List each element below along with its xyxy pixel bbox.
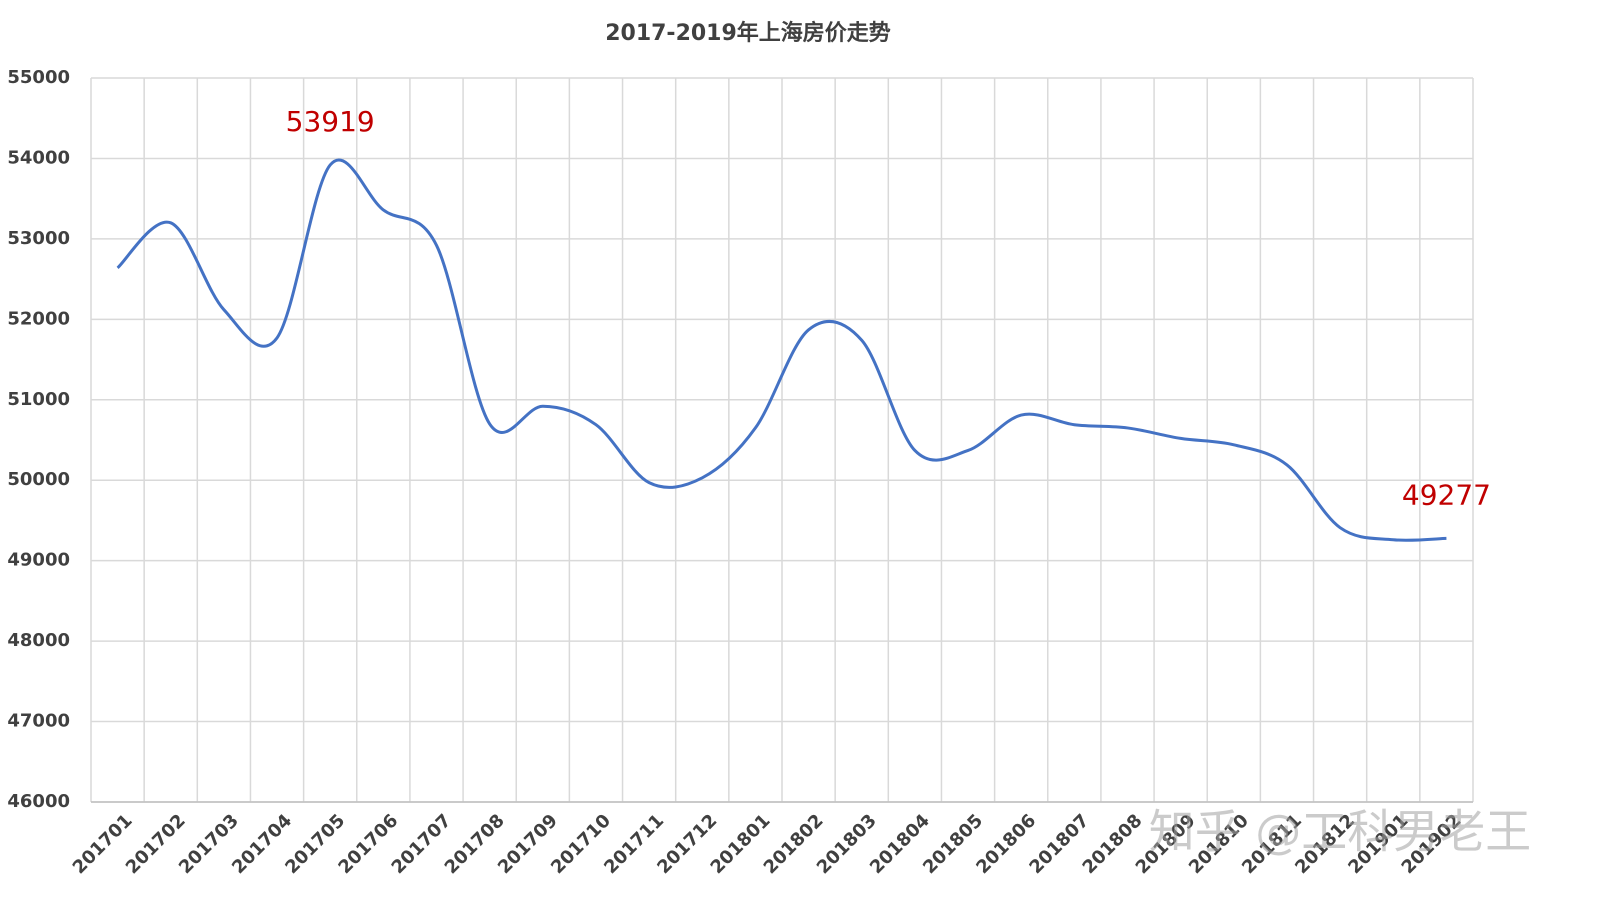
y-tick-label: 54000: [7, 147, 70, 168]
y-tick-label: 48000: [7, 630, 70, 651]
y-tick-label: 47000: [7, 711, 70, 732]
y-tick-label: 53000: [7, 228, 70, 249]
data-label: 49277: [1402, 478, 1491, 511]
y-tick-label: 49000: [7, 550, 70, 571]
data-label: 53919: [286, 105, 375, 138]
y-tick-label: 55000: [7, 67, 70, 88]
chart-title: 2017-2019年上海房价走势: [605, 20, 891, 46]
y-tick-label: 52000: [7, 308, 70, 329]
line-series: [116, 158, 1447, 542]
y-tick-label: 50000: [7, 469, 70, 490]
watermark: 知乎 @工科男老王: [1149, 805, 1532, 859]
y-tick-label: 51000: [7, 389, 70, 410]
y-tick-label: 46000: [7, 791, 70, 812]
